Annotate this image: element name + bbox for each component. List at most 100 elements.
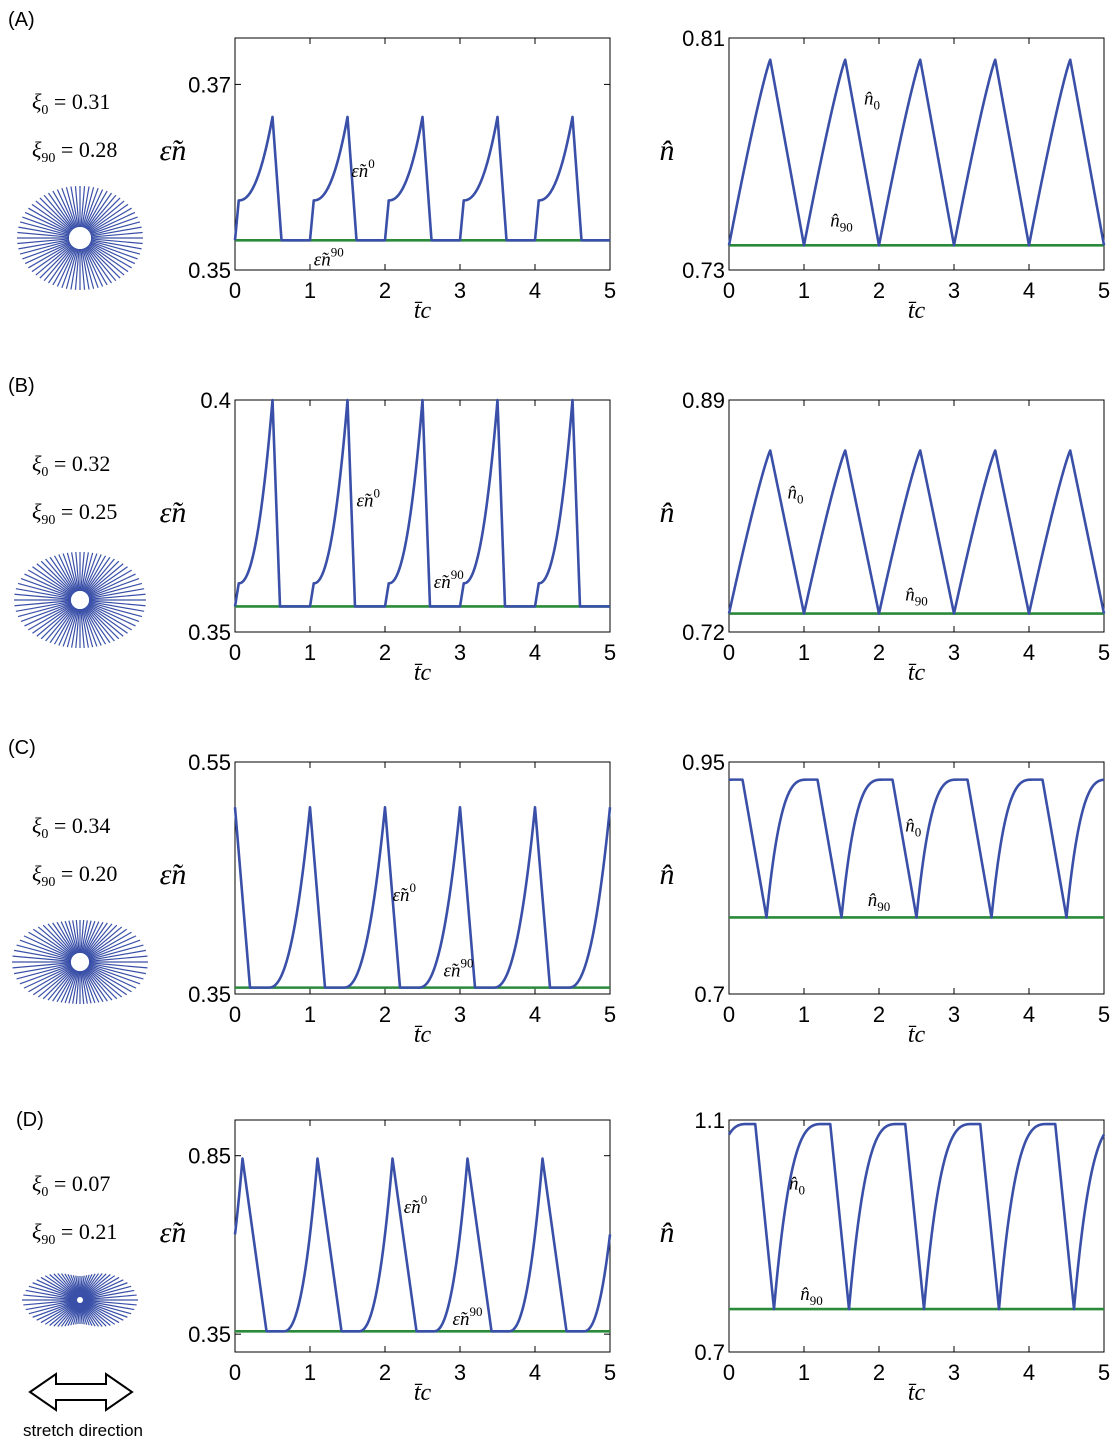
fiber-line: [16, 944, 72, 961]
fiber-line: [42, 924, 75, 957]
fiber-line: [82, 1299, 135, 1311]
left-x-tick-label: 4: [529, 1360, 541, 1385]
fiber-line: [47, 923, 75, 956]
fiber-line: [85, 246, 113, 284]
fiber-line: [28, 1300, 78, 1315]
right-annotation-series90: n̂90: [905, 585, 928, 609]
fiber-line: [88, 964, 141, 985]
fiber-line: [84, 922, 108, 955]
right-x-tick-label: 4: [1023, 1002, 1035, 1027]
fiber-line: [52, 190, 76, 229]
left-y-tick-label: 0.4: [200, 388, 231, 413]
fiber-line: [90, 216, 138, 235]
fiber-line: [83, 248, 99, 289]
fiber-line: [15, 588, 72, 600]
fiber-line: [32, 966, 73, 996]
fiber-line: [90, 226, 142, 237]
fiber-line: [18, 226, 70, 237]
fiber-line: [81, 1274, 111, 1299]
right-series-n̂0: [728, 778, 1105, 919]
left-series-ε̃n0: [233, 115, 611, 242]
fiber-line: [82, 1279, 124, 1300]
fiber-line: [86, 246, 117, 282]
left-y-tick-label: 0.85: [188, 1144, 231, 1169]
fiber-line: [82, 1285, 132, 1300]
right-x-tick-label: 1: [798, 1002, 810, 1027]
fiber-line: [47, 968, 75, 1001]
fiber-line: [17, 601, 72, 618]
fiber-line: [89, 211, 136, 234]
fiber-line: [64, 970, 78, 1004]
fiber-line: [87, 573, 136, 597]
right-y-axis-label: n̂: [660, 1216, 675, 1249]
right-x-tick-label: 3: [948, 1360, 960, 1385]
fiber-line: [53, 555, 77, 593]
xi90-label: ξ90 = 0.20: [32, 861, 117, 890]
right-series-n̂0: [727, 58, 1106, 247]
panel-label: (B): [8, 375, 35, 397]
left-x-tick-label: 3: [454, 640, 466, 665]
fiber-line: [80, 552, 89, 592]
left-x-tick-label: 5: [604, 1360, 616, 1385]
right-plot-frame: [728, 761, 1105, 995]
left-y-tick-label: 0.35: [188, 1322, 231, 1347]
fiber-line: [88, 955, 148, 962]
fiber-line: [31, 203, 72, 233]
fiber-line: [28, 569, 73, 597]
fiber-line: [65, 248, 78, 289]
double-arrow-icon: [28, 1372, 134, 1412]
fiber-line: [39, 245, 73, 279]
right-x-tick-label: 0: [723, 1360, 735, 1385]
left-x-tick-label: 1: [304, 1360, 316, 1385]
fiber-line: [40, 1300, 78, 1324]
left-x-tick-label: 3: [454, 1360, 466, 1385]
fiber-line: [83, 187, 99, 228]
fiber-line: [87, 928, 128, 958]
fiber-line: [88, 593, 146, 600]
fiber-line: [19, 939, 72, 960]
fiber-line: [20, 602, 72, 623]
fiber-line: [89, 207, 132, 234]
fiber-line: [36, 563, 74, 595]
fiber-line: [72, 970, 80, 1004]
fiber-line: [88, 200, 125, 232]
fiber-line: [82, 1300, 124, 1321]
fiber-line: [16, 963, 72, 980]
fiber-line: [61, 187, 77, 228]
fiber-line: [60, 921, 77, 955]
fiber-line: [84, 189, 104, 229]
right-x-tick-label: 4: [1023, 640, 1035, 665]
fiber-line: [74, 186, 80, 228]
fiber-line: [28, 965, 73, 993]
fiber-line: [83, 921, 100, 955]
right-annotation-series0: n̂0: [788, 482, 804, 506]
fiber-line: [90, 239, 142, 250]
fiber-line: [40, 560, 75, 595]
fiber-line: [40, 1276, 78, 1300]
left-annotation-series0: ε̃n0: [357, 486, 381, 512]
fiber-line: [82, 1300, 120, 1324]
fiber-line: [82, 1276, 120, 1300]
fiber-line: [82, 1294, 137, 1301]
fiber-line: [18, 239, 70, 250]
fiber-line: [87, 931, 132, 959]
fiber-line: [83, 607, 107, 645]
left-x-axis-label: t̄c: [414, 1380, 432, 1406]
fiber-line: [15, 600, 72, 612]
fiber-line: [81, 1301, 111, 1326]
fiber-line: [84, 556, 111, 593]
left-x-tick-label: 1: [304, 1002, 316, 1027]
left-annotation-series90: ε̃n90: [453, 1304, 483, 1330]
right-x-axis-label: t̄c: [908, 660, 926, 686]
right-x-tick-label: 2: [873, 1002, 885, 1027]
fiber-line: [47, 192, 75, 230]
fiber-line: [44, 1275, 78, 1299]
right-y-tick-label: 0.72: [682, 620, 725, 645]
fiber-line: [85, 558, 115, 594]
fiber-line: [87, 965, 132, 993]
fiber-line: [88, 962, 147, 975]
fiber-line: [84, 247, 108, 286]
fiber-line: [23, 1299, 78, 1306]
fiber-line: [87, 965, 137, 989]
fiber-line: [24, 242, 71, 265]
